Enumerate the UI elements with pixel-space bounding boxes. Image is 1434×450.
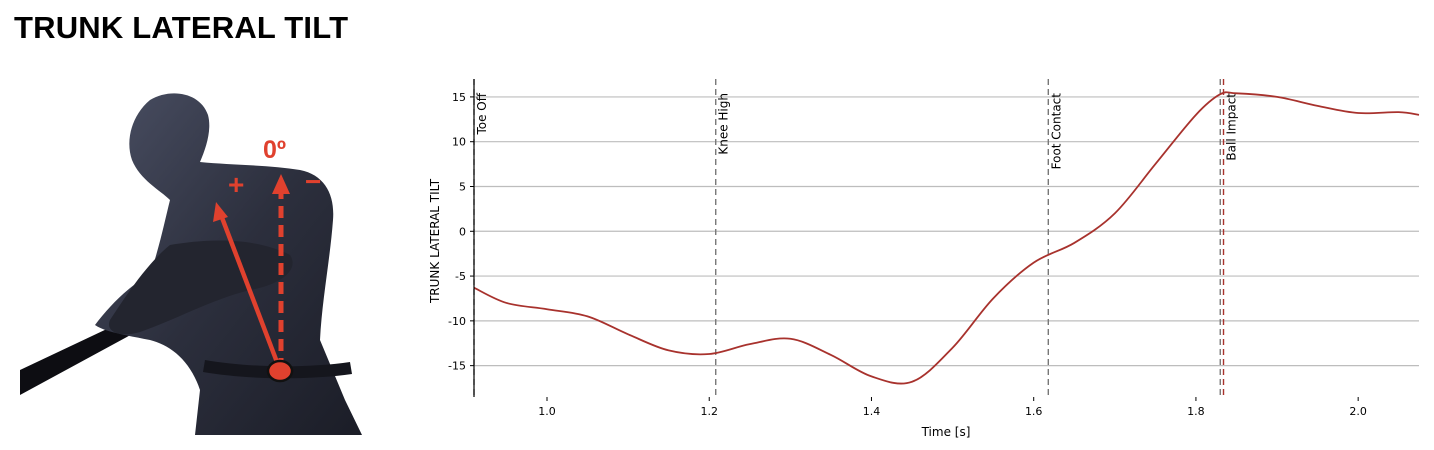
batter-figure: 0º + − bbox=[20, 93, 362, 436]
y-tick-label: -10 bbox=[448, 315, 466, 328]
x-tick-label: 1.0 bbox=[538, 405, 556, 418]
y-tick-label: -15 bbox=[448, 360, 466, 373]
chart-svg: Toe Off Knee High Foot Contact Ball Impact … bbox=[428, 79, 1420, 439]
event-label: Foot Contact bbox=[1049, 93, 1063, 170]
tilt-chart: Toe Off Knee High Foot Contact Ball Impact … bbox=[410, 70, 1430, 445]
x-tick-label: 1.2 bbox=[700, 405, 718, 418]
minus-sign: − bbox=[305, 166, 321, 197]
x-tick-label: 2.0 bbox=[1349, 405, 1367, 418]
series-layer bbox=[473, 91, 1420, 385]
plus-sign: + bbox=[228, 169, 244, 200]
y-tick-label: -5 bbox=[455, 270, 466, 283]
series-line bbox=[473, 91, 1420, 385]
y-axis-label: TRUNK LATERAL TILT bbox=[428, 178, 442, 304]
batter-illustration: 0º + − bbox=[0, 70, 380, 440]
y-tick-label: 10 bbox=[452, 136, 466, 149]
y-tick-label: 0 bbox=[459, 225, 466, 238]
x-axis-label: Time [s] bbox=[921, 425, 971, 439]
pelvis-marker bbox=[266, 359, 294, 383]
page-title: TRUNK LATERAL TILT bbox=[14, 10, 349, 45]
y-tick-label: 15 bbox=[452, 91, 466, 104]
event-layer: Toe Off Knee High Foot Contact Ball Impact bbox=[473, 79, 1239, 397]
arms-shape bbox=[109, 240, 293, 335]
reference-arrowhead bbox=[272, 174, 290, 194]
x-tick-label: 1.8 bbox=[1187, 405, 1205, 418]
angle-label: 0º bbox=[263, 136, 286, 164]
grid-layer bbox=[474, 96, 1419, 367]
x-tick-label: 1.4 bbox=[863, 405, 881, 418]
event-label: Ball Impact bbox=[1225, 93, 1239, 161]
tilt-arrowhead bbox=[213, 202, 228, 222]
y-tick-label: 5 bbox=[459, 180, 466, 193]
x-tick-label: 1.6 bbox=[1025, 405, 1043, 418]
tilt-arrow-line bbox=[218, 214, 283, 371]
bat-shape bbox=[20, 318, 136, 395]
axis-layer: -15 -10 -5 0 5 10 15 1.0 1.2 1.4 1.6 1.8 2.0 bbox=[448, 79, 1367, 418]
event-label: Knee High bbox=[717, 93, 731, 155]
event-label: Toe Off bbox=[475, 92, 489, 135]
